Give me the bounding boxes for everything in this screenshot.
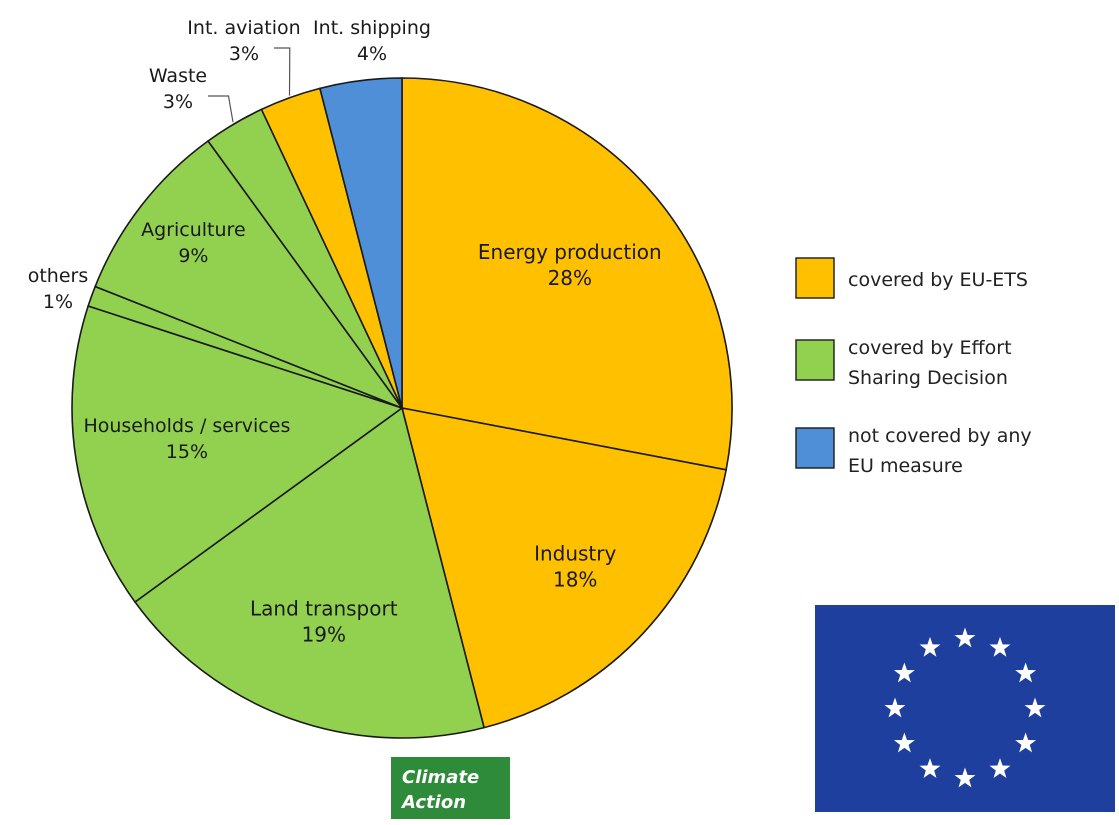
slice-industry: [400, 406, 728, 729]
slice-label-int-aviation: Int. aviation: [187, 17, 300, 39]
flag-star: [893, 732, 915, 753]
leader-line-waste: [208, 95, 234, 123]
slice-label-industry: Industry: [534, 542, 616, 566]
slice-agriculture: [94, 139, 405, 410]
slice-int-shipping: [318, 77, 403, 409]
slice-value-energy-production: 28%: [548, 266, 592, 290]
slice-label-agriculture: Agriculture: [141, 219, 246, 241]
badge-background: [391, 757, 510, 819]
climate-action-badge: Climate Action: [391, 757, 510, 819]
legend-swatch-esd: [795, 339, 835, 381]
flag-star: [989, 636, 1011, 657]
slice-value-households-services: 15%: [166, 441, 208, 463]
flag-star: [954, 767, 976, 788]
slice-label-others: others: [28, 265, 89, 287]
slice-land-transport: [133, 406, 486, 739]
slice-value-waste: 3%: [163, 91, 193, 113]
legend-label-none-1: EU measure: [848, 455, 963, 477]
badge-text-1: Action: [400, 792, 466, 813]
slice-households-services: [71, 305, 404, 604]
flag-star: [989, 758, 1011, 779]
slice-label-waste: Waste: [149, 65, 207, 87]
slice-label-land-transport: Land transport: [250, 596, 398, 620]
flag-star: [919, 758, 941, 779]
eu-flag-logo: [815, 605, 1115, 812]
slice-value-int-aviation: 3%: [229, 43, 259, 65]
legend-label-ets-0: covered by EU-ETS: [848, 269, 1028, 291]
slice-value-others: 1%: [43, 291, 73, 313]
flag-star: [919, 636, 941, 657]
legend-label-esd-0: covered by Effort: [848, 337, 1012, 359]
flag-star: [893, 662, 915, 683]
flag-star: [1015, 732, 1037, 753]
slice-value-int-shipping: 4%: [357, 43, 387, 65]
pie-slices: [71, 77, 733, 739]
slice-label-int-shipping: Int. shipping: [313, 17, 431, 39]
legend: covered by EU-ETS covered by Effort Sharin…: [795, 257, 1032, 477]
slice-label-energy-production: Energy production: [478, 240, 662, 264]
slice-label-households-services: Households / services: [83, 415, 290, 437]
legend-swatch-ets: [795, 257, 835, 299]
flag-star: [884, 697, 906, 718]
legend-label-none-0: not covered by any: [848, 425, 1032, 447]
slice-value-land-transport: 19%: [302, 622, 346, 646]
badge-text-0: Climate: [402, 767, 479, 788]
flag-star: [1024, 697, 1046, 718]
slice-value-agriculture: 9%: [178, 245, 208, 267]
legend-swatch-none: [795, 427, 835, 469]
flag-star: [1015, 662, 1037, 683]
slice-value-industry: 18%: [553, 568, 597, 592]
flag-star: [954, 627, 976, 648]
slice-energy-production: [401, 77, 733, 471]
legend-label-esd-1: Sharing Decision: [848, 367, 1008, 389]
leader-line-int-aviation: [274, 47, 291, 96]
